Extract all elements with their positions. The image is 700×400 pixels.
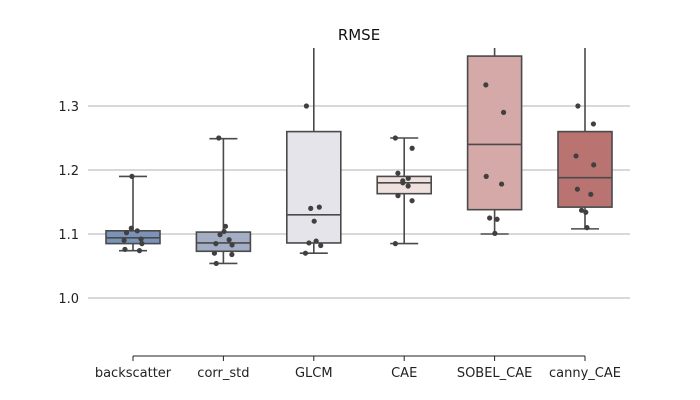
box-canny_CAE xyxy=(558,36,612,231)
data-point xyxy=(583,210,588,215)
box-rect xyxy=(196,232,250,251)
data-point xyxy=(303,251,308,256)
x-tick-label: canny_CAE xyxy=(549,366,621,381)
data-point xyxy=(584,225,589,230)
y-gridlines xyxy=(88,106,630,298)
data-point xyxy=(393,241,398,246)
y-tick-label: 1.0 xyxy=(58,292,79,307)
box-rect xyxy=(558,132,612,208)
box-backscatter xyxy=(106,174,160,253)
data-point xyxy=(406,183,411,188)
data-point xyxy=(575,103,580,108)
data-point xyxy=(129,226,134,231)
data-point xyxy=(409,198,414,203)
data-point xyxy=(138,237,143,242)
box-SOBEL_CAE xyxy=(468,36,522,236)
data-point xyxy=(229,252,234,257)
data-point xyxy=(214,261,219,266)
data-point xyxy=(395,193,400,198)
box-group xyxy=(106,36,612,266)
x-axis: backscatter corr_std GLCM CAE SOBEL_CAE canny… xyxy=(95,356,621,381)
y-tick-label: 1.3 xyxy=(58,100,79,115)
y-axis-tick-labels: 1.0 1.1 1.2 1.3 xyxy=(58,100,79,307)
data-point xyxy=(588,192,593,197)
data-point xyxy=(393,135,398,140)
chart-title: RMSE xyxy=(338,26,380,44)
data-point xyxy=(308,206,313,211)
x-tick-label: backscatter xyxy=(95,366,172,381)
data-point xyxy=(314,238,319,243)
data-point xyxy=(492,231,497,236)
box-GLCM xyxy=(287,36,341,256)
data-point xyxy=(306,240,311,245)
box-rect xyxy=(468,56,522,210)
data-point xyxy=(213,241,218,246)
data-point xyxy=(229,242,234,247)
data-point xyxy=(212,251,217,256)
data-point xyxy=(139,241,144,246)
data-point xyxy=(317,205,322,210)
x-tick-label: corr_std xyxy=(197,366,249,381)
data-point xyxy=(122,247,127,252)
data-point xyxy=(137,248,142,253)
data-point xyxy=(410,146,415,151)
x-tick-label: SOBEL_CAE xyxy=(457,366,533,381)
data-point xyxy=(216,135,221,140)
data-point xyxy=(124,230,129,235)
x-tick-label: CAE xyxy=(391,366,417,381)
data-point xyxy=(501,110,506,115)
data-point xyxy=(129,174,134,179)
box-CAE xyxy=(377,135,431,246)
data-point xyxy=(122,238,127,243)
data-point xyxy=(484,174,489,179)
data-point xyxy=(312,219,317,224)
data-point xyxy=(494,217,499,222)
data-point xyxy=(591,121,596,126)
data-point xyxy=(591,162,596,167)
data-point xyxy=(304,103,309,108)
y-tick-label: 1.2 xyxy=(58,164,79,179)
y-tick-label: 1.1 xyxy=(58,228,79,243)
data-point xyxy=(395,171,400,176)
data-point xyxy=(575,187,580,192)
data-point xyxy=(318,243,323,248)
data-point xyxy=(406,176,411,181)
data-point xyxy=(573,153,578,158)
box-corr_std xyxy=(196,135,250,266)
x-tick-label: GLCM xyxy=(295,366,333,381)
data-point xyxy=(487,215,492,220)
data-point xyxy=(499,181,504,186)
data-point xyxy=(227,237,232,242)
data-point xyxy=(400,180,405,185)
data-point xyxy=(135,228,140,233)
data-point xyxy=(483,82,488,87)
box-rect xyxy=(287,132,341,243)
data-point xyxy=(217,232,222,237)
data-point xyxy=(223,224,228,229)
